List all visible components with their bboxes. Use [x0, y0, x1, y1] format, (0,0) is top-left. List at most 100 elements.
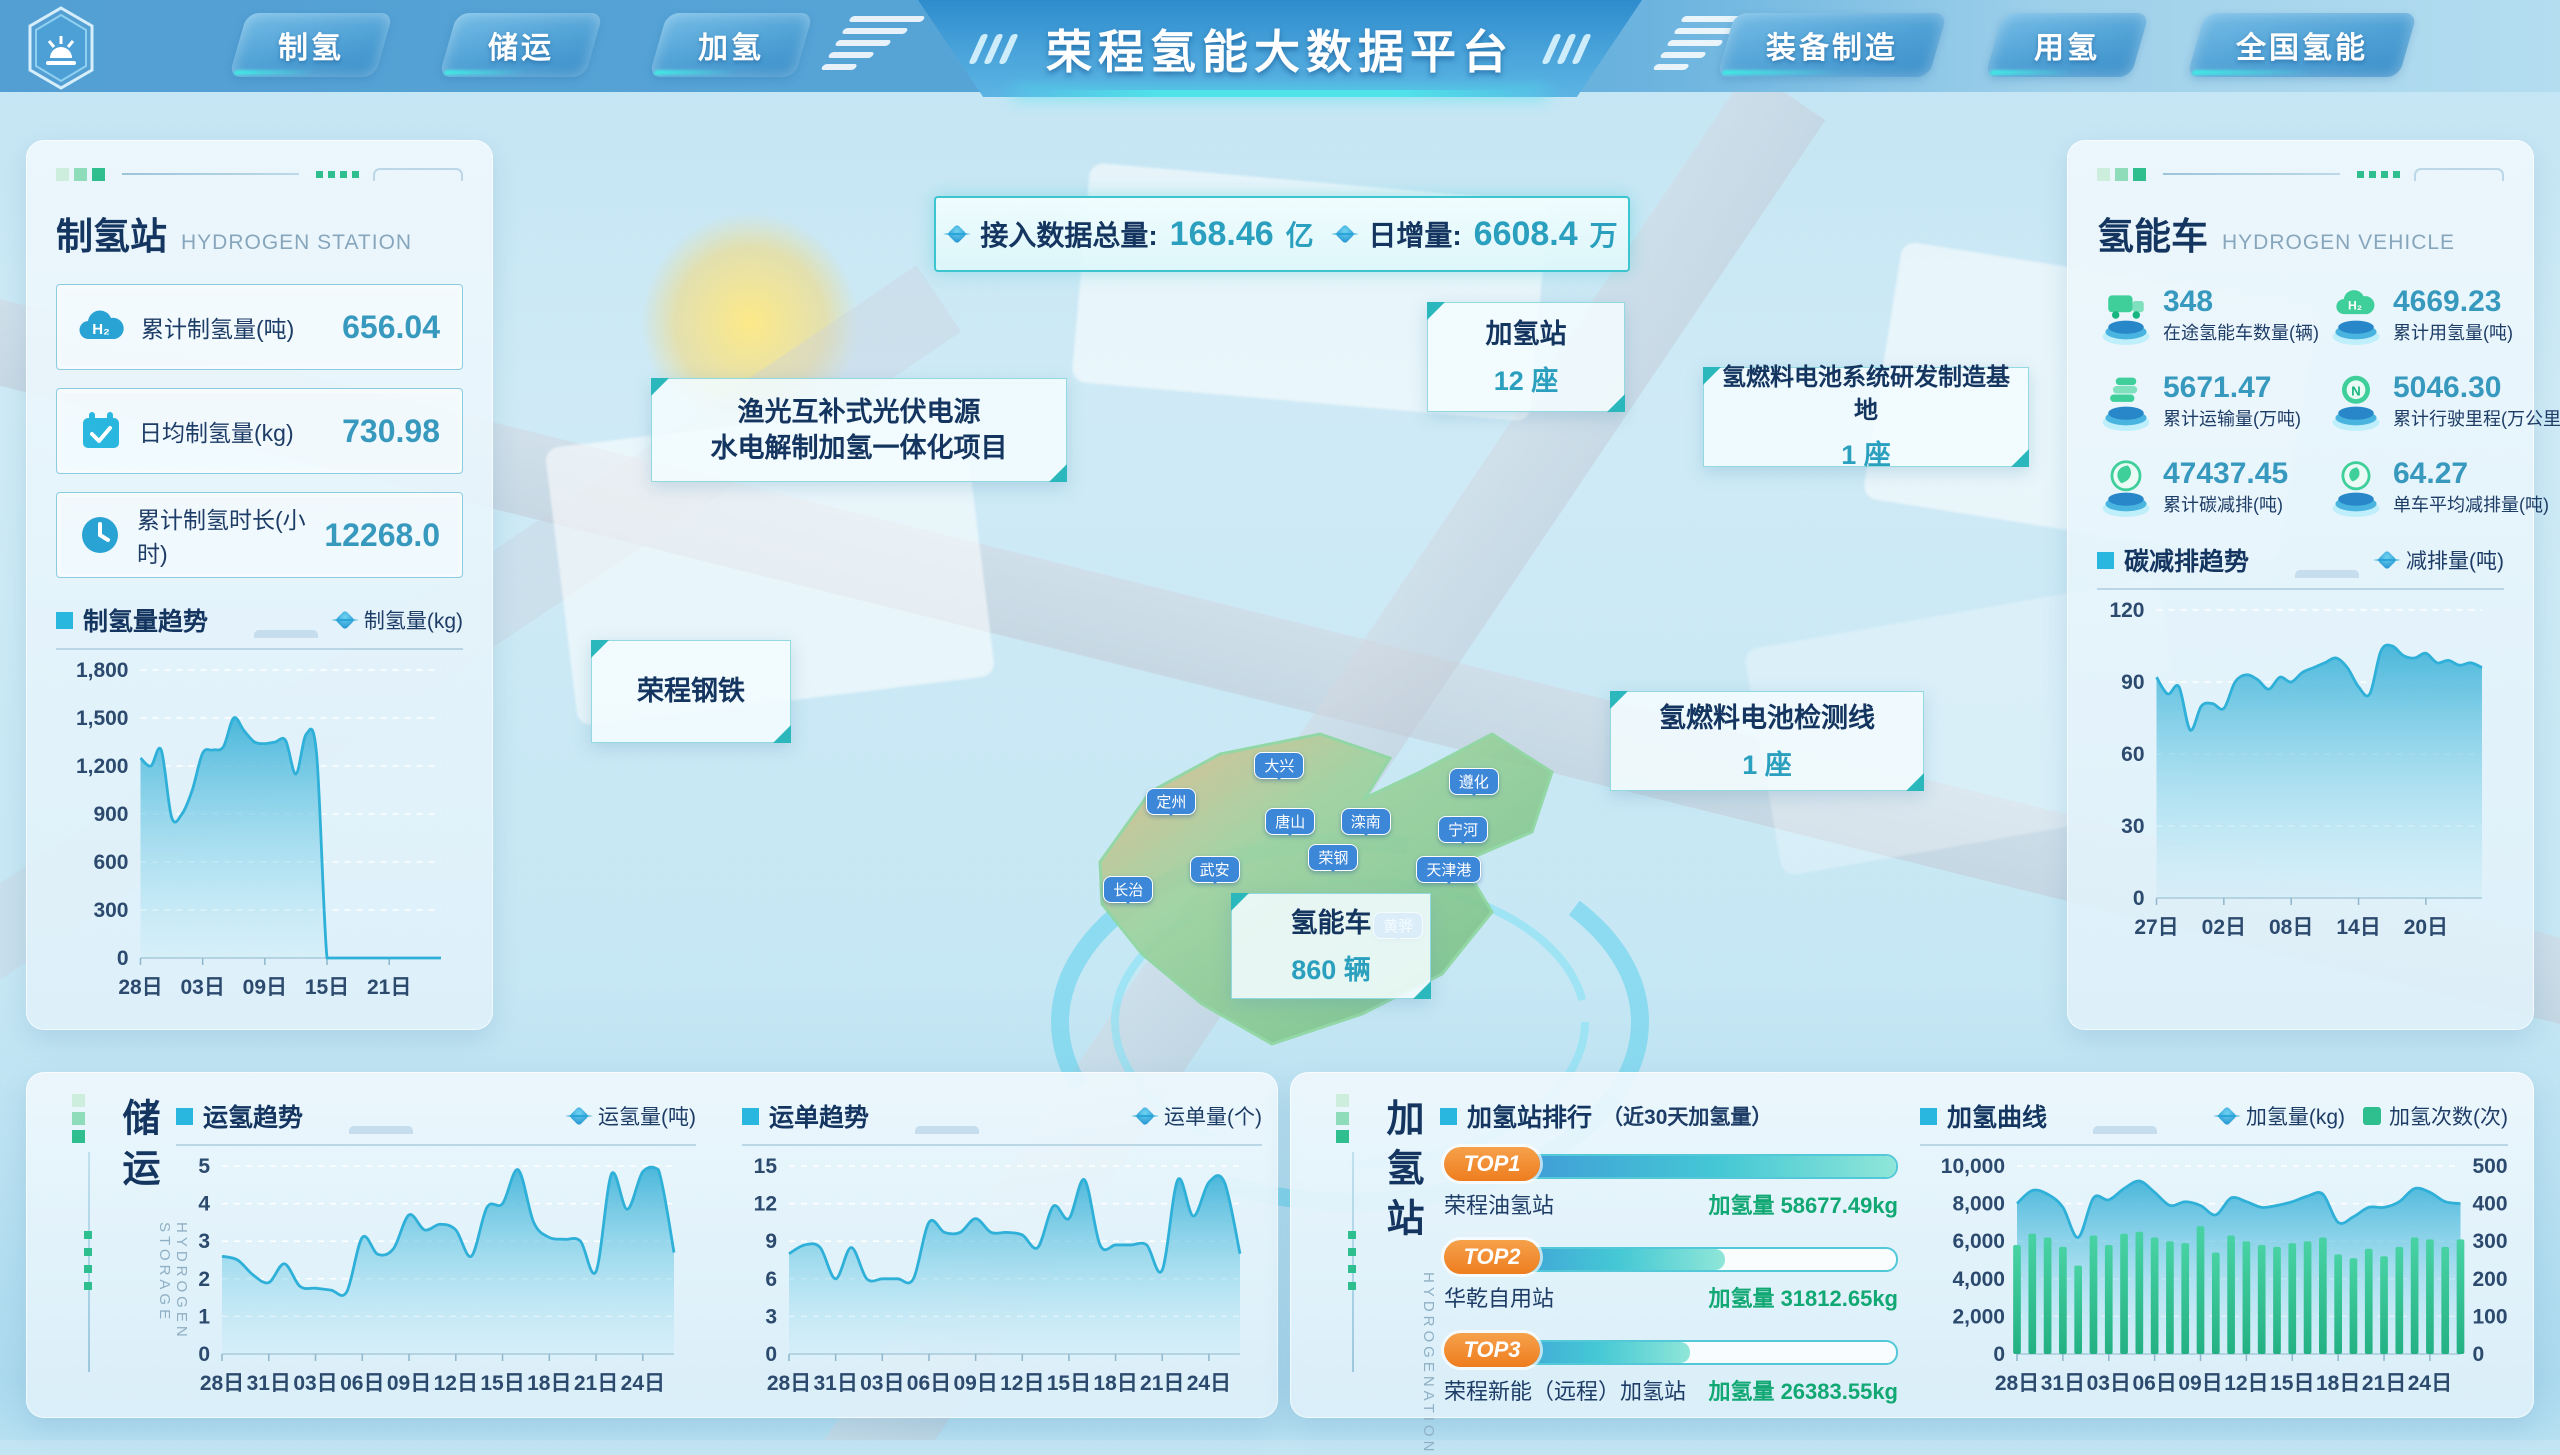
- svg-text:H₂: H₂: [2348, 298, 2362, 312]
- stat-label: 日均制氢量(kg): [139, 420, 294, 446]
- stat-mileage: N 5046.30 累计行驶里程(万公里): [2327, 370, 2560, 432]
- svg-text:30: 30: [2121, 815, 2144, 838]
- chart-chip-icon: [2097, 551, 2114, 569]
- chart-title: 碳减排趋势: [2124, 548, 2250, 576]
- strip-dots: [84, 1231, 92, 1291]
- tab-label: 用氢: [2034, 32, 2100, 65]
- chart-title: 运氢趋势: [203, 1104, 304, 1132]
- diamond-marker-icon: [943, 226, 972, 242]
- legend-transport: 运氢量(吨): [565, 1101, 696, 1131]
- svg-text:600: 600: [93, 851, 128, 874]
- marker-value: 1 座: [1841, 439, 1891, 470]
- svg-text:15: 15: [754, 1155, 778, 1178]
- station-name: 华乾自用站: [1444, 1286, 1555, 1311]
- svg-text:500: 500: [2473, 1155, 2508, 1178]
- map-pin: 武安: [1189, 856, 1240, 884]
- svg-text:31日: 31日: [2041, 1372, 2085, 1395]
- svg-text:12: 12: [754, 1193, 777, 1216]
- section-title: 加氢站: [1380, 1098, 1422, 1248]
- data-access-banner: 接入数据总量: 168.46 亿 日增量: 6608.4 万: [934, 196, 1630, 272]
- svg-text:09日: 09日: [2178, 1372, 2222, 1395]
- svg-text:03日: 03日: [860, 1372, 904, 1395]
- chart-title: 加氢曲线: [1947, 1104, 2048, 1132]
- stat-label: 累计碳减排(吨): [2163, 495, 2283, 516]
- svg-text:09日: 09日: [387, 1372, 431, 1395]
- svg-text:6: 6: [765, 1268, 777, 1291]
- svg-text:1,500: 1,500: [76, 707, 129, 730]
- svg-text:8,000: 8,000: [1952, 1193, 2005, 1216]
- chart-title: 制氢量趋势: [83, 608, 209, 636]
- legend-refuel-amount: 加氢量(kg): [2212, 1101, 2345, 1131]
- svg-text:15日: 15日: [480, 1372, 524, 1395]
- truck-icon: [2102, 295, 2150, 345]
- svg-text:24日: 24日: [1187, 1372, 1231, 1395]
- chart-chip-icon: [56, 611, 73, 629]
- map-pin: 滦南: [1340, 808, 1391, 836]
- svg-text:12日: 12日: [1000, 1372, 1044, 1395]
- panel-title: 制氢站: [56, 216, 167, 257]
- vehicle-stats-grid: 348 在途氢能车数量(辆) H₂ 4669.23 累计用氢量(吨) 5671.…: [2097, 284, 2560, 518]
- leaf-avg-icon: [2332, 461, 2380, 517]
- chart-chip-icon: [1440, 1107, 1457, 1125]
- chart-header: 运氢趋势 运氢量(吨): [176, 1098, 696, 1146]
- marker-value: 12 座: [1493, 365, 1559, 396]
- marker-card-hydrogen-vehicle[interactable]: 氢能车 860 辆: [1231, 893, 1431, 999]
- marker-title: 氢能车: [1290, 908, 1372, 939]
- stat-value: 47437.45: [2163, 456, 2289, 490]
- tab-national-hydrogen[interactable]: 全国氢能: [2186, 13, 2418, 77]
- panel-header-decoration: [2097, 166, 2504, 182]
- svg-text:06日: 06日: [907, 1372, 951, 1395]
- svg-text:03日: 03日: [293, 1372, 337, 1395]
- ranking-row-1: TOP1 荣程油氢站 加氢量 58677.49kg: [1444, 1147, 1898, 1220]
- stat-value: 5671.47: [2163, 370, 2272, 404]
- svg-text:12日: 12日: [434, 1372, 478, 1395]
- stair-decoration: [820, 16, 926, 70]
- stat-value: 656.04: [342, 308, 440, 345]
- pill-decoration: [2295, 570, 2360, 578]
- diamond-marker-icon: [330, 612, 359, 628]
- clock-icon: [82, 517, 118, 553]
- top-nav-bar: 制氢 储运 加氢 荣程氢能大数据平台 装备制造 用氢 全国氢能: [0, 0, 2560, 97]
- svg-text:28日: 28日: [200, 1372, 244, 1395]
- china-map: [1098, 732, 1554, 1046]
- total-data-value: 168.46: [1169, 214, 1274, 253]
- svg-text:400: 400: [2473, 1193, 2508, 1216]
- marker-card-test-line[interactable]: 氢燃料电池检测线 1 座: [1610, 691, 1924, 791]
- tab-label: 加氢: [698, 32, 764, 65]
- diamond-marker-icon: [1331, 226, 1360, 242]
- daily-increment-label: 日增量:: [1368, 220, 1462, 251]
- svg-text:H₂: H₂: [92, 321, 110, 338]
- platform-logo-icon: [28, 6, 94, 90]
- marker-card-solar-project[interactable]: 渔光互补式光伏电源 水电解制加氢一体化项目: [651, 378, 1067, 482]
- tab-label: 装备制造: [1766, 32, 1898, 65]
- svg-text:120: 120: [2109, 599, 2144, 622]
- tab-hydrogen-usage[interactable]: 用氢: [1984, 13, 2150, 77]
- tab-hydrogen-production[interactable]: 制氢: [228, 13, 394, 77]
- svg-text:60: 60: [2121, 743, 2144, 766]
- svg-text:9: 9: [765, 1230, 777, 1253]
- svg-text:21日: 21日: [1140, 1372, 1184, 1395]
- title-slash-right-icon: [1541, 33, 1592, 64]
- h2-cloud-icon: H₂: [2332, 290, 2380, 345]
- svg-text:300: 300: [2473, 1230, 2508, 1253]
- tab-storage-transport[interactable]: 储运: [438, 13, 604, 77]
- pill-decoration: [915, 1126, 980, 1134]
- svg-text:12日: 12日: [2224, 1372, 2268, 1395]
- tab-equipment-manufacturing[interactable]: 装备制造: [1716, 13, 1948, 77]
- svg-text:03日: 03日: [180, 976, 224, 999]
- stat-label: 单车平均减排量(吨): [2393, 495, 2549, 516]
- calendar-check-icon: [83, 412, 119, 448]
- daily-increment-unit: 万: [1589, 220, 1618, 251]
- marker-card-refuel-station[interactable]: 加氢站 12 座: [1427, 302, 1625, 412]
- nav-tabs-right: 装备制造 用氢 全国氢能: [1716, 13, 2418, 77]
- tab-refueling[interactable]: 加氢: [648, 13, 814, 77]
- marker-card-rongcheng-steel[interactable]: 荣程钢铁: [591, 640, 791, 743]
- ranking-subtitle: （近30天加氢量）: [1602, 1106, 1773, 1129]
- pill-decoration: [349, 1126, 414, 1134]
- marker-card-fuel-cell-base[interactable]: 氢燃料电池系统研发制造基地 1 座: [1703, 364, 2029, 470]
- stat-total-production: H₂ 累计制氢量(吨) 656.04: [56, 284, 463, 370]
- svg-text:24日: 24日: [2408, 1372, 2452, 1395]
- title-slash-left-icon: [968, 33, 1019, 64]
- chart-chip-icon: [176, 1107, 193, 1125]
- chart-chip-icon: [1920, 1107, 1937, 1125]
